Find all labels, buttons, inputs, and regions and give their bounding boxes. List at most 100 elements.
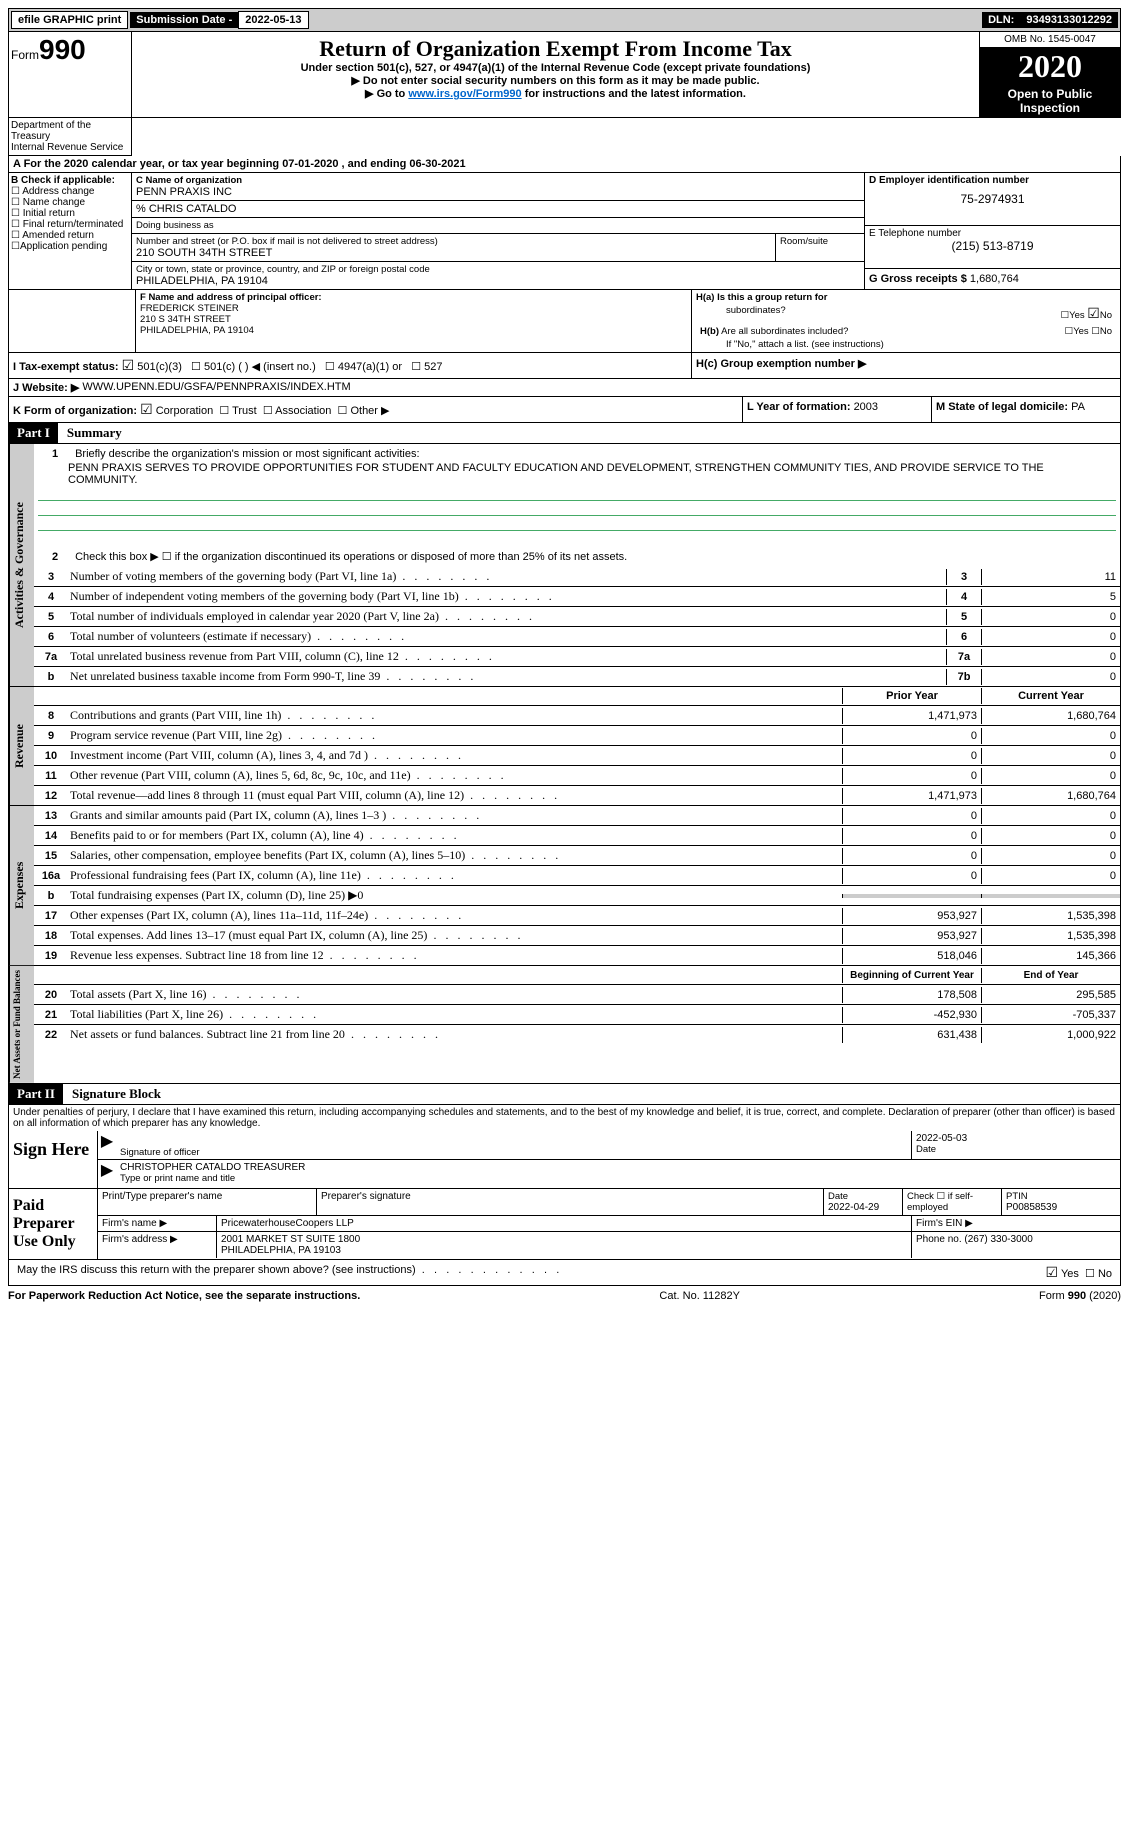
data-line: 19 Revenue less expenses. Subtract line … (34, 946, 1120, 965)
topbar: efile GRAPHIC print Submission Date - 20… (8, 8, 1121, 32)
part2-header: Part II (9, 1084, 63, 1104)
row-a-tax-year: A For the 2020 calendar year, or tax yea… (8, 156, 1121, 173)
street: 210 SOUTH 34TH STREET (136, 247, 771, 259)
form-header: Form990 Return of Organization Exempt Fr… (8, 32, 1121, 118)
instr-line-2: ▶ Go to www.irs.gov/Form990 for instruct… (136, 87, 975, 100)
gross-label: G Gross receipts $ (869, 273, 967, 285)
website: WWW.UPENN.EDU/GSFA/PENNPRAXIS/INDEX.HTM (82, 381, 350, 394)
vlabel-expenses: Expenses (9, 806, 34, 965)
firm-addr2: PHILADELPHIA, PA 19103 (221, 1245, 907, 1256)
sig-officer-label: Signature of officer (120, 1147, 907, 1158)
hc-label: H(c) Group exemption number ▶ (696, 358, 866, 370)
subtitle: Under section 501(c), 527, or 4947(a)(1)… (136, 62, 975, 74)
city: PHILADELPHIA, PA 19104 (136, 275, 860, 287)
data-line: 20 Total assets (Part X, line 16) 178,50… (34, 985, 1120, 1005)
data-line: 18 Total expenses. Add lines 13–17 (must… (34, 926, 1120, 946)
phone-label: E Telephone number (869, 228, 1116, 239)
data-line: 11 Other revenue (Part VIII, column (A),… (34, 766, 1120, 786)
l2-text: Check this box ▶ ☐ if the organization d… (75, 551, 627, 563)
room-label: Room/suite (780, 236, 860, 247)
data-line: 12 Total revenue—add lines 8 through 11 … (34, 786, 1120, 805)
gov-line: 7a Total unrelated business revenue from… (34, 647, 1120, 667)
instr-line-1: ▶ Do not enter social security numbers o… (136, 74, 975, 87)
city-label: City or town, state or province, country… (136, 264, 860, 275)
vlabel-governance: Activities & Governance (9, 444, 34, 686)
gov-line: 5 Total number of individuals employed i… (34, 607, 1120, 627)
firm-ein-label: Firm's EIN ▶ (912, 1216, 1120, 1231)
perjury-declaration: Under penalties of perjury, I declare th… (8, 1105, 1121, 1131)
gov-line: b Net unrelated business taxable income … (34, 667, 1120, 686)
c-name-label: C Name of organization (136, 175, 860, 186)
open-public-2: Inspection (982, 101, 1118, 115)
form-footer: Form 990 (2020) (1039, 1290, 1121, 1302)
data-line: 13 Grants and similar amounts paid (Part… (34, 806, 1120, 826)
subdate-label: Submission Date - (130, 12, 238, 28)
name-title-label: Type or print name and title (120, 1173, 1116, 1184)
street-label: Number and street (or P.O. box if mail i… (136, 236, 771, 247)
col-prior-year: Prior Year (842, 688, 981, 704)
sign-here-section: Sign Here ▶ Signature of officer 2022-05… (8, 1131, 1121, 1189)
firm-name: PricewaterhouseCoopers LLP (217, 1216, 912, 1231)
data-line: 14 Benefits paid to or for members (Part… (34, 826, 1120, 846)
form-word: Form (11, 48, 39, 62)
ein-label: D Employer identification number (869, 175, 1116, 186)
officer-addr1: 210 S 34TH STREET (140, 314, 687, 325)
data-line: b Total fundraising expenses (Part IX, c… (34, 886, 1120, 906)
col-b-check-applicable: B Check if applicable: ☐ Address change … (9, 173, 132, 289)
dba-label: Doing business as (136, 220, 860, 231)
data-line: 8 Contributions and grants (Part VIII, l… (34, 706, 1120, 726)
subdate-value: 2022-05-13 (238, 11, 308, 29)
dept-treasury: Department of the Treasury Internal Reve… (8, 118, 132, 156)
firm-phone: (267) 330-3000 (964, 1234, 1032, 1245)
sign-here-label: Sign Here (9, 1131, 98, 1188)
part1-header: Part I (9, 423, 58, 443)
vlabel-revenue: Revenue (9, 687, 34, 805)
data-line: 22 Net assets or fund balances. Subtract… (34, 1025, 1120, 1044)
care-of: % CHRIS CATALDO (136, 203, 860, 215)
ein-value: 75-2974931 (869, 186, 1116, 206)
data-line: 21 Total liabilities (Part X, line 26) -… (34, 1005, 1120, 1025)
gross-value: 1,680,764 (970, 273, 1019, 285)
discuss-text: May the IRS discuss this return with the… (13, 1262, 1042, 1283)
ptin: P00858539 (1006, 1202, 1116, 1213)
paid-preparer-section: Paid Preparer Use Only Print/Type prepar… (8, 1189, 1121, 1260)
irs-link[interactable]: www.irs.gov/Form990 (408, 88, 521, 100)
data-line: 9 Program service revenue (Part VIII, li… (34, 726, 1120, 746)
sign-date: 2022-05-03 (916, 1133, 1116, 1144)
gov-line: 6 Total number of volunteers (estimate i… (34, 627, 1120, 647)
firm-addr1: 2001 MARKET ST SUITE 1800 (221, 1234, 907, 1245)
paperwork-notice: For Paperwork Reduction Act Notice, see … (8, 1290, 360, 1302)
tax-year: 2020 (980, 48, 1120, 85)
officer-printed-name: CHRISTOPHER CATALDO TREASURER (120, 1162, 1116, 1173)
h-note: If "No," attach a list. (see instruction… (696, 339, 1116, 350)
col-current-year: Current Year (981, 688, 1120, 704)
mission-text: PENN PRAXIS SERVES TO PROVIDE OPPORTUNIT… (38, 462, 1116, 486)
phone-value: (215) 513-8719 (869, 239, 1116, 253)
vlabel-net-assets: Net Assets or Fund Balances (9, 966, 34, 1083)
col-end-year: End of Year (981, 968, 1120, 983)
open-public-1: Open to Public (982, 87, 1118, 101)
dln-value: 93493133012292 (1020, 12, 1118, 28)
data-line: 10 Investment income (Part VIII, column … (34, 746, 1120, 766)
self-employed-check[interactable]: Check ☐ if self-employed (903, 1189, 1002, 1215)
officer-addr2: PHILADELPHIA, PA 19104 (140, 325, 687, 336)
footer: For Paperwork Reduction Act Notice, see … (8, 1286, 1121, 1302)
omb-number: OMB No. 1545-0047 (980, 32, 1120, 48)
part2-title: Signature Block (66, 1086, 161, 1101)
prep-name-label: Print/Type preparer's name (98, 1189, 317, 1215)
efile-print-button[interactable]: efile GRAPHIC print (11, 11, 128, 29)
f-label: F Name and address of principal officer: (140, 292, 687, 303)
gov-line: 3 Number of voting members of the govern… (34, 567, 1120, 587)
date-label: Date (916, 1144, 1116, 1155)
data-line: 15 Salaries, other compensation, employe… (34, 846, 1120, 866)
paid-preparer-label: Paid Preparer Use Only (9, 1189, 98, 1259)
data-line: 17 Other expenses (Part IX, column (A), … (34, 906, 1120, 926)
dln-label: DLN: (982, 12, 1020, 28)
officer-name: FREDERICK STEINER (140, 303, 687, 314)
col-beginning: Beginning of Current Year (842, 968, 981, 983)
data-line: 16a Professional fundraising fees (Part … (34, 866, 1120, 886)
part1-title: Summary (61, 425, 122, 440)
main-title: Return of Organization Exempt From Incom… (136, 36, 975, 62)
cat-no: Cat. No. 11282Y (659, 1290, 740, 1302)
prep-sig-label: Preparer's signature (317, 1189, 824, 1215)
